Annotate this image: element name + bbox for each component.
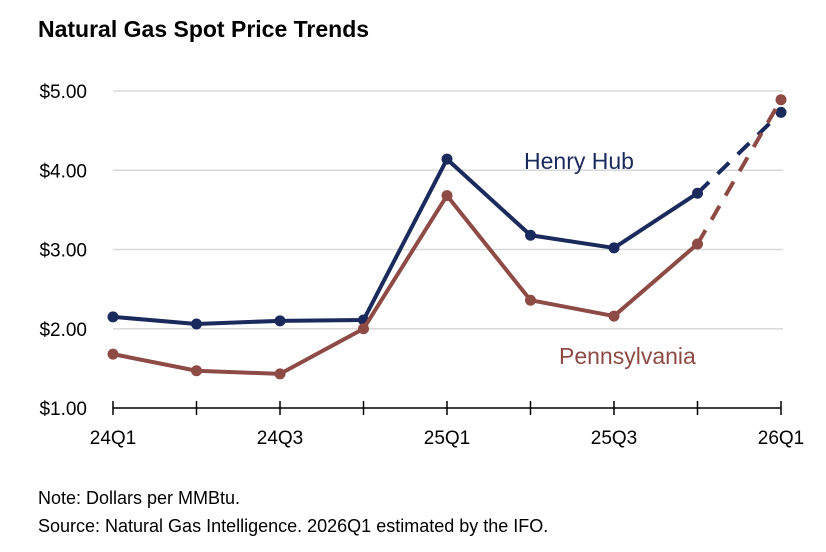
- data-point: [274, 368, 286, 380]
- estimate-dashed-line-1: [695, 98, 783, 245]
- y-tick-label: $1.00: [39, 399, 87, 420]
- chart-title: Natural Gas Spot Price Trends: [38, 16, 370, 42]
- x-tick-label: 25Q3: [591, 428, 637, 449]
- x-tick-label: 26Q1: [758, 428, 804, 449]
- data-point: [525, 294, 536, 306]
- data-point: [107, 311, 119, 323]
- note-text: Note: Dollars per MMBtu.: [38, 488, 241, 508]
- series-line-1: [112, 193, 699, 376]
- y-tick-label: $5.00: [39, 82, 87, 103]
- data-point: [775, 106, 787, 118]
- y-tick-label: $2.00: [39, 320, 87, 341]
- data-point: [274, 315, 286, 327]
- data-point: [692, 187, 703, 199]
- data-point: [107, 348, 119, 360]
- data-point: [191, 365, 202, 377]
- data-point: [775, 94, 787, 106]
- estimate-dashed-line-0: [696, 110, 783, 195]
- legend-pennsylvania: Pennsylvania: [559, 343, 696, 369]
- y-tick-label: $4.00: [39, 161, 87, 182]
- data-point: [358, 323, 369, 335]
- data-point: [441, 190, 453, 202]
- data-point: [441, 153, 453, 165]
- series-line-0: [112, 157, 699, 326]
- y-tick-label: $3.00: [39, 241, 87, 262]
- x-tick-label: 24Q1: [90, 428, 136, 449]
- legend-henry-hub: Henry Hub: [524, 148, 634, 174]
- data-point: [608, 310, 620, 322]
- data-point: [525, 229, 536, 241]
- data-point: [692, 238, 703, 250]
- data-point: [191, 318, 202, 330]
- source-text: Source: Natural Gas Intelligence. 2026Q1…: [38, 516, 549, 536]
- data-point: [608, 242, 620, 254]
- x-tick-label: 25Q1: [424, 428, 470, 449]
- x-tick-label: 24Q3: [257, 428, 303, 449]
